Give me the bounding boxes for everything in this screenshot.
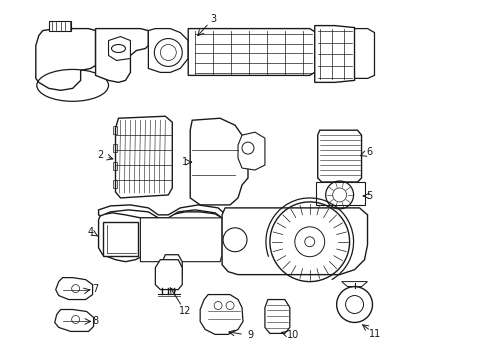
Text: 11: 11: [368, 329, 381, 339]
Polygon shape: [102, 222, 138, 256]
Text: 3: 3: [210, 14, 216, 24]
Bar: [112, 126, 117, 134]
Polygon shape: [222, 208, 367, 275]
Polygon shape: [55, 310, 93, 332]
Bar: [112, 144, 117, 152]
Polygon shape: [49, 21, 71, 31]
Polygon shape: [115, 116, 172, 198]
Text: 8: 8: [92, 316, 99, 327]
Bar: [112, 180, 117, 188]
Polygon shape: [155, 260, 182, 289]
Polygon shape: [317, 130, 361, 182]
Text: 1: 1: [182, 157, 188, 167]
Polygon shape: [264, 300, 289, 333]
Polygon shape: [148, 28, 188, 72]
Polygon shape: [200, 294, 243, 334]
Polygon shape: [99, 205, 225, 220]
Polygon shape: [190, 118, 247, 205]
Text: 12: 12: [179, 306, 191, 316]
Polygon shape: [99, 212, 222, 262]
Polygon shape: [341, 282, 367, 287]
Polygon shape: [315, 182, 364, 205]
Text: 5: 5: [366, 191, 372, 201]
Polygon shape: [354, 28, 374, 78]
Text: 10: 10: [286, 330, 298, 341]
Polygon shape: [314, 26, 354, 82]
Text: 6: 6: [366, 147, 372, 157]
Polygon shape: [238, 132, 264, 170]
Polygon shape: [36, 28, 95, 90]
Text: 9: 9: [246, 330, 252, 341]
Polygon shape: [56, 278, 92, 300]
Text: 4: 4: [87, 227, 94, 237]
Polygon shape: [95, 28, 148, 82]
Polygon shape: [140, 218, 222, 262]
Polygon shape: [188, 28, 317, 75]
Text: 2: 2: [97, 150, 103, 160]
Polygon shape: [108, 37, 130, 60]
Text: 7: 7: [92, 284, 99, 293]
Bar: [112, 162, 117, 170]
Polygon shape: [162, 255, 182, 282]
